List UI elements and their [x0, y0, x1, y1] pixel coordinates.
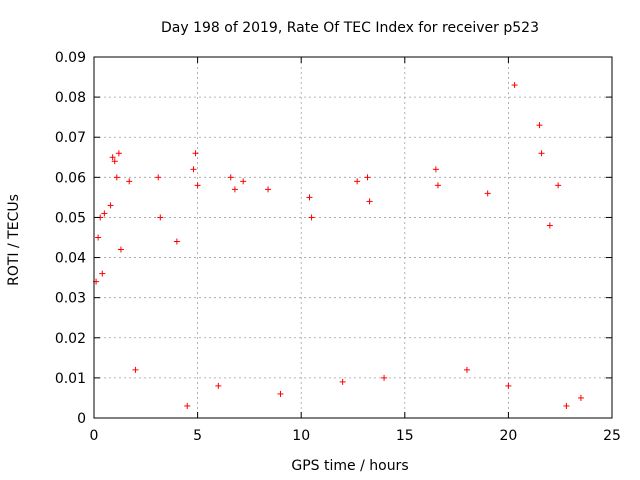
data-point: [109, 154, 116, 161]
y-tick-label: 0.07: [55, 130, 86, 146]
data-point: [157, 214, 164, 221]
axis-ticks: [93, 56, 613, 419]
data-point: [577, 394, 584, 401]
data-point: [117, 246, 124, 253]
chart-title: Day 198 of 2019, Rate Of TEC Index for r…: [161, 20, 539, 36]
grid-lines: [94, 57, 612, 418]
data-point: [366, 198, 373, 205]
data-points: [93, 82, 584, 409]
y-tick-label: 0.01: [55, 371, 86, 387]
data-point: [155, 174, 162, 181]
data-point: [231, 186, 238, 193]
data-point: [536, 122, 543, 129]
data-point: [215, 382, 222, 389]
plot-frame: [93, 56, 613, 419]
y-tick-label: 0.02: [55, 331, 86, 347]
x-tick-label: 15: [396, 428, 414, 444]
data-point: [306, 194, 313, 201]
y-tick-label: 0: [77, 411, 86, 427]
data-point: [173, 238, 180, 245]
y-tick-label: 0.08: [55, 90, 86, 106]
y-tick-label: 0.05: [55, 210, 86, 226]
data-point: [111, 158, 118, 165]
data-point: [364, 174, 371, 181]
data-point: [563, 402, 570, 409]
data-point: [546, 222, 553, 229]
data-point: [511, 82, 518, 89]
data-point: [381, 374, 388, 381]
data-point: [484, 190, 491, 197]
data-point: [101, 210, 108, 217]
x-tick-label: 10: [292, 428, 310, 444]
data-point: [227, 174, 234, 181]
data-point: [505, 382, 512, 389]
data-point: [99, 270, 106, 277]
data-point: [434, 182, 441, 189]
data-point: [463, 366, 470, 373]
data-point: [339, 378, 346, 385]
data-point: [277, 390, 284, 397]
data-point: [113, 174, 120, 181]
data-point: [184, 402, 191, 409]
data-point: [432, 166, 439, 173]
data-point: [115, 150, 122, 157]
y-tick-label: 0.03: [55, 291, 86, 307]
data-point: [132, 366, 139, 373]
y-axis-title: ROTI / TECUs: [6, 194, 22, 286]
data-point: [265, 186, 272, 193]
x-tick-label: 20: [499, 428, 517, 444]
data-point: [194, 182, 201, 189]
data-point: [555, 182, 562, 189]
data-point: [107, 202, 114, 209]
data-point: [192, 150, 199, 157]
y-tick-label: 0.09: [55, 50, 86, 66]
data-point: [126, 178, 133, 185]
y-tick-label: 0.06: [55, 170, 86, 186]
data-point: [538, 150, 545, 157]
data-point: [190, 166, 197, 173]
y-tick-label: 0.04: [55, 251, 86, 267]
x-tick-label: 25: [603, 428, 621, 444]
data-point: [308, 214, 315, 221]
tick-labels: 0 5 10 15 20 25 0 0.01 0.02 0.03 0.04 0.05 0.06 0.07 0…: [55, 50, 621, 444]
data-point: [95, 234, 102, 241]
x-tick-label: 0: [90, 428, 99, 444]
data-point: [354, 178, 361, 185]
x-tick-label: 5: [193, 428, 202, 444]
x-axis-title: GPS time / hours: [291, 458, 408, 474]
data-point: [240, 178, 247, 185]
